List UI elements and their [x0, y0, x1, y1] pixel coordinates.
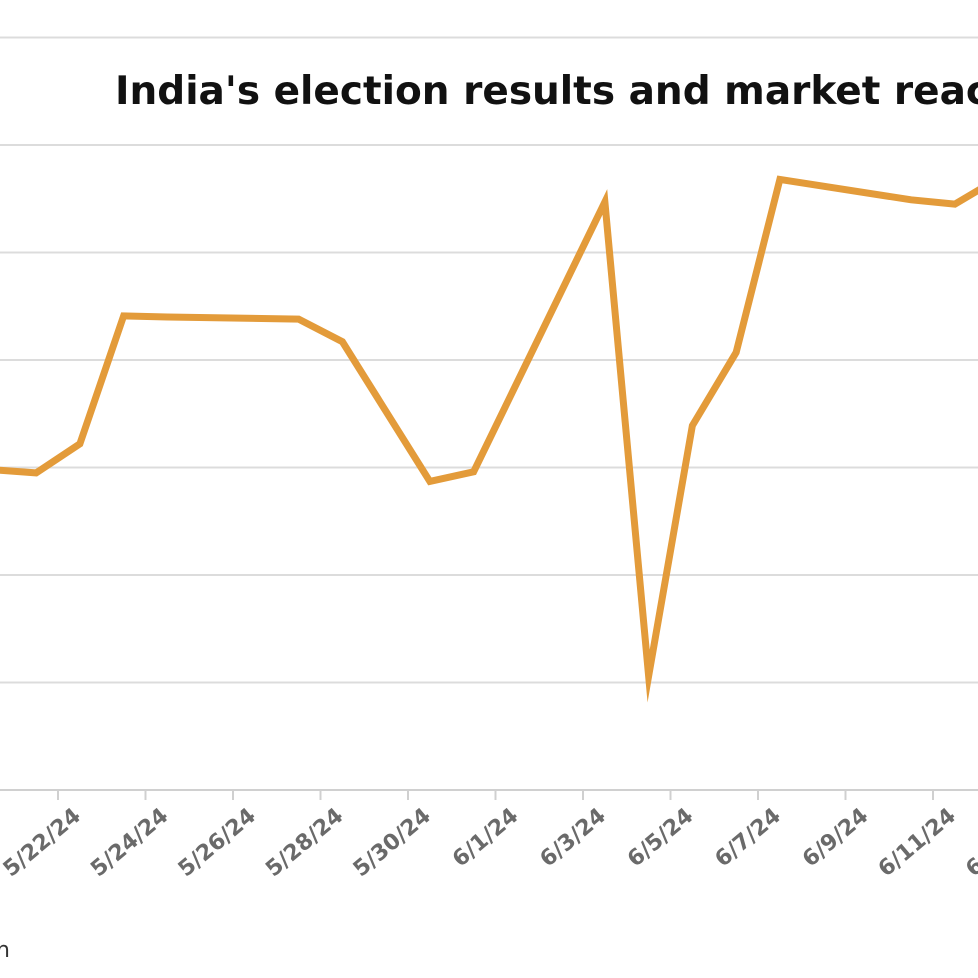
x-tick-label: 5/26/24	[174, 803, 261, 882]
x-axis: 5/20/245/22/245/24/245/26/245/28/245/30/…	[0, 789, 978, 882]
source-note-fragment: n	[0, 938, 10, 963]
x-tick-label: 6/11/24	[874, 803, 961, 882]
x-tick-label: 6/1/24	[448, 803, 523, 872]
x-tick-label: 5/30/24	[349, 803, 436, 882]
x-tick-label: 5/22/24	[0, 803, 86, 882]
x-tick-label: 5/28/24	[261, 803, 348, 882]
x-tick-label: 6/13/24	[961, 803, 978, 882]
x-tick-label: 6/9/24	[798, 803, 873, 872]
chart-title: India's election results and market reac…	[115, 69, 978, 114]
series-layer	[0, 175, 978, 703]
x-tick-label: 6/7/24	[711, 803, 786, 872]
x-tick-label: 6/5/24	[623, 803, 698, 872]
x-tick-label: 5/24/24	[86, 803, 173, 882]
x-tick-label: 6/3/24	[536, 803, 611, 872]
gridlines	[0, 36, 978, 684]
